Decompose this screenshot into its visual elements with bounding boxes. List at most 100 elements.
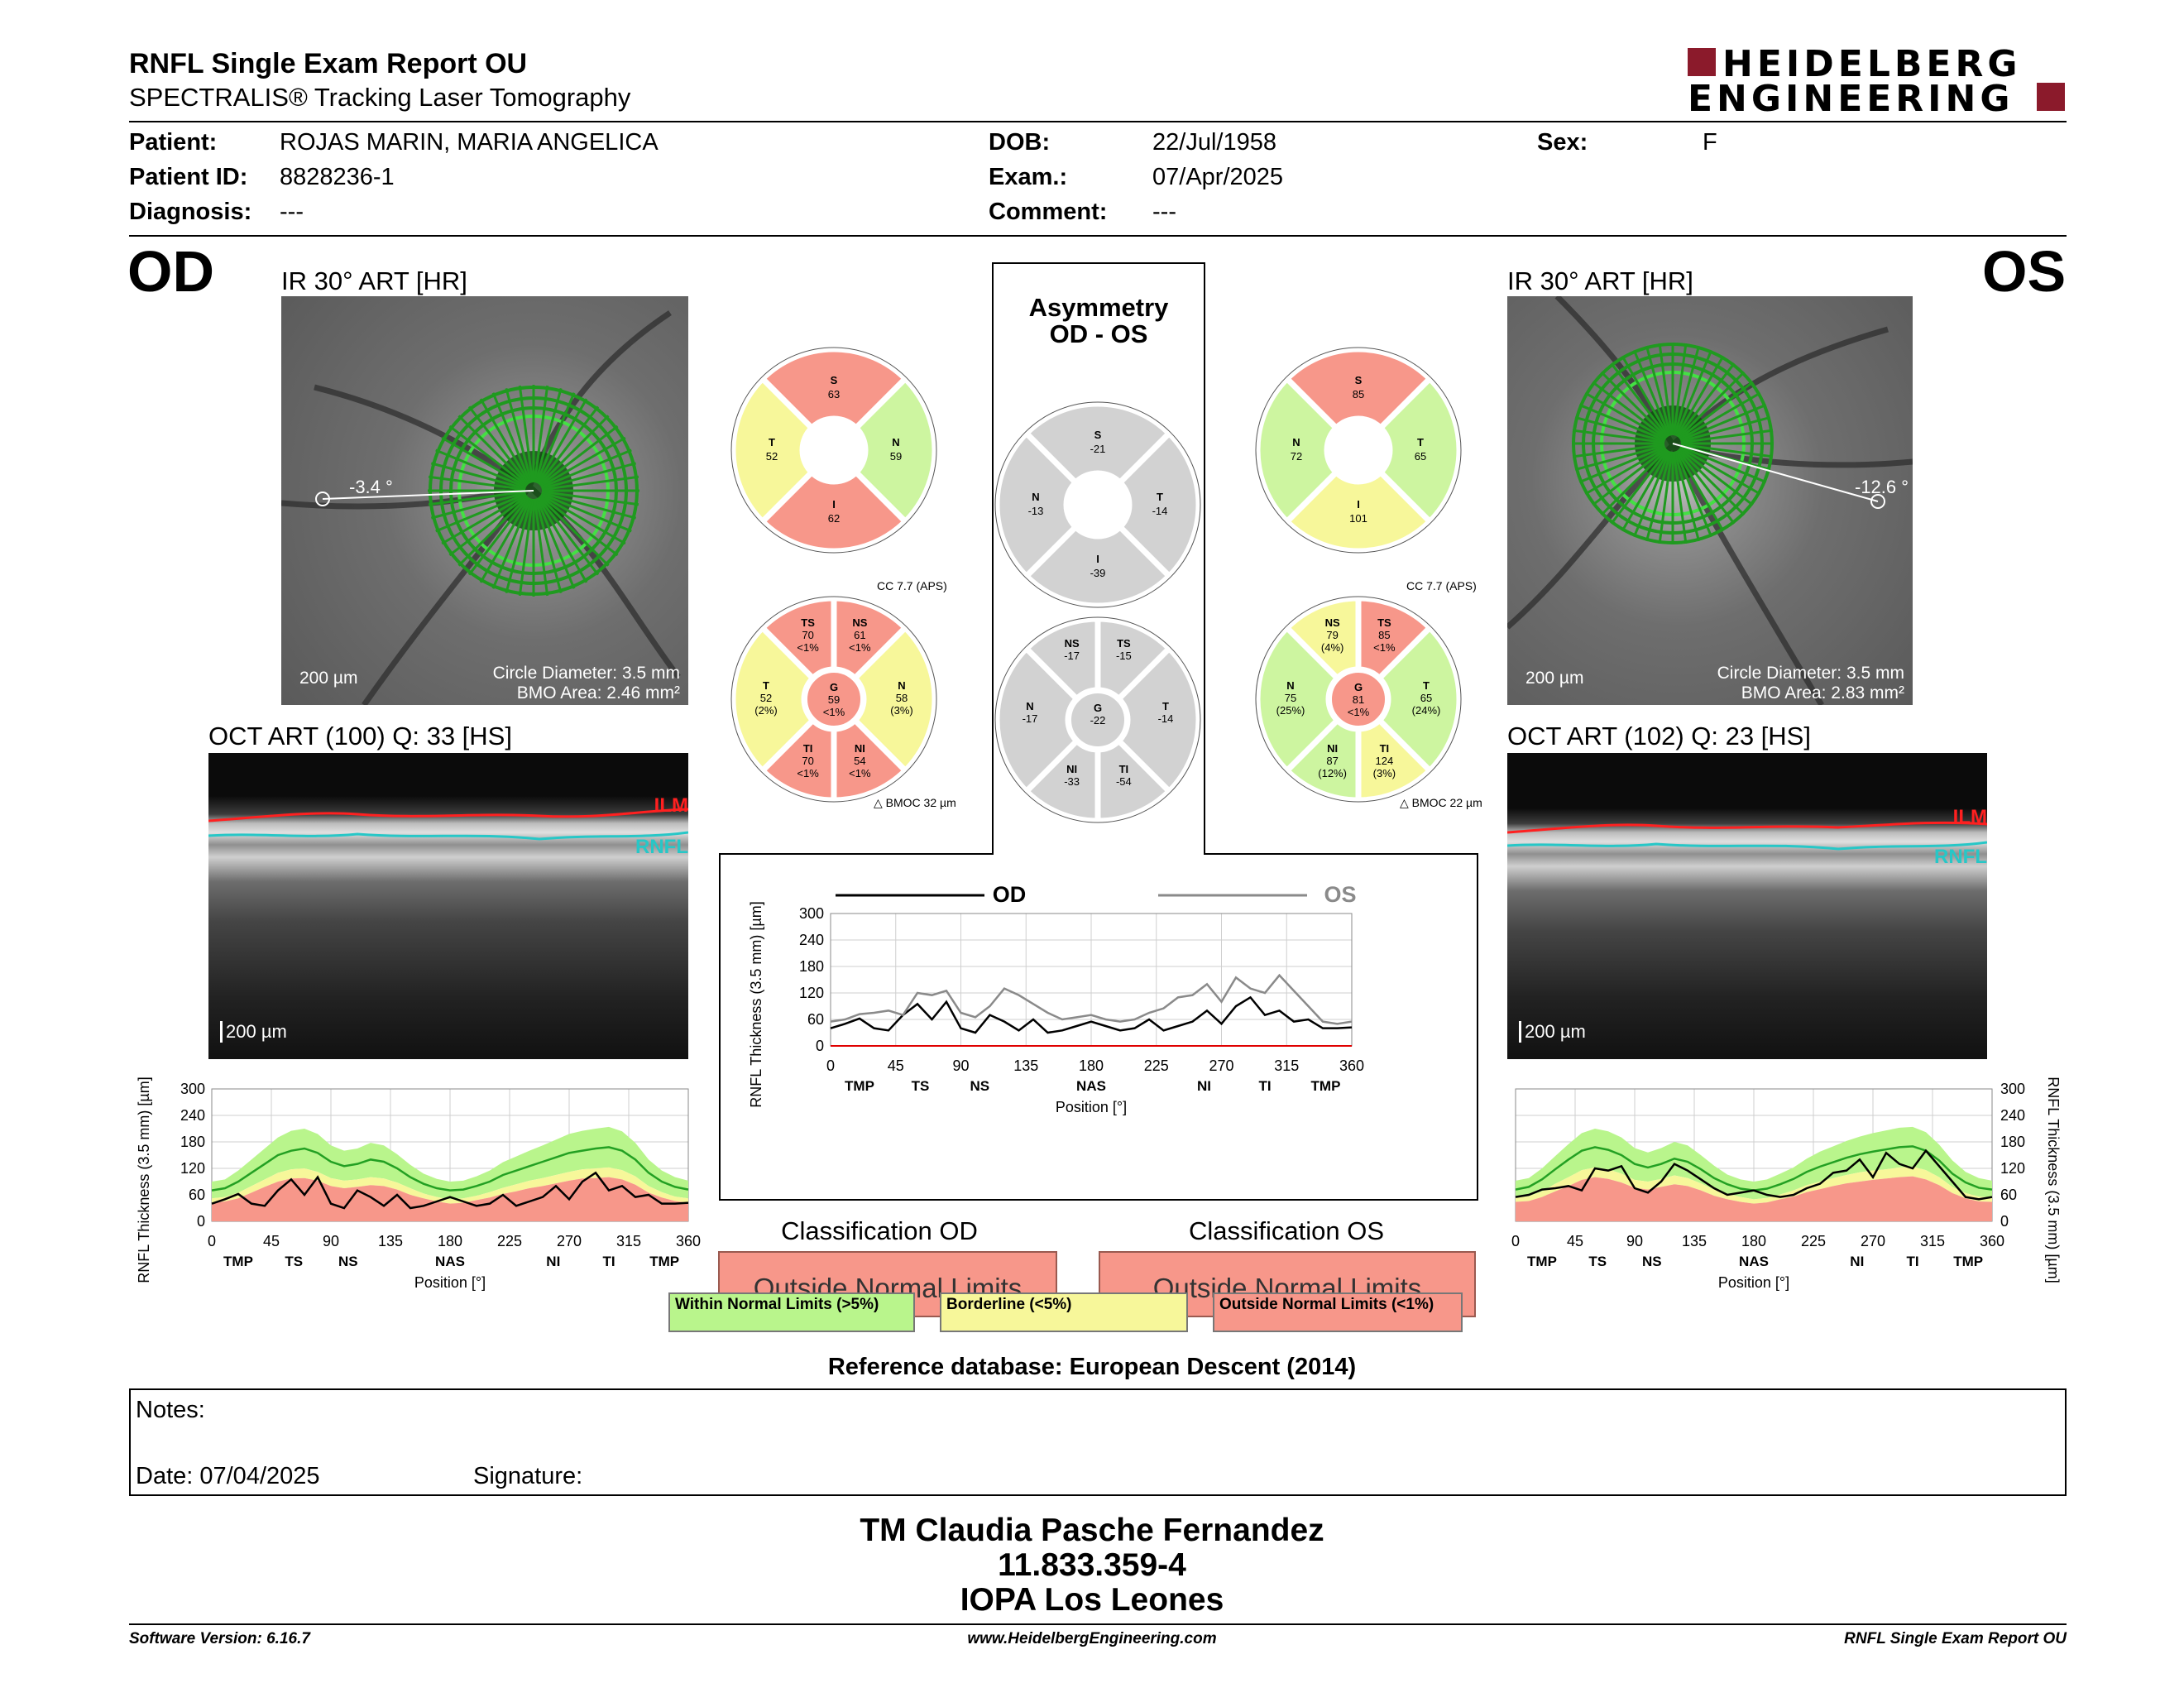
od4-sector-s-name: S xyxy=(831,374,838,386)
od6-sector-ns-value: 61 xyxy=(854,629,865,641)
os6-sector-ns-value: 79 xyxy=(1326,629,1338,641)
outside-band xyxy=(212,1177,688,1221)
report-title: RNFL Single Exam Report OU xyxy=(129,48,528,79)
os-oct-lines xyxy=(1507,821,1987,851)
normal-mean-line xyxy=(211,1146,689,1192)
od6-sector-ti-value: 70 xyxy=(802,755,813,767)
os4-sector-n xyxy=(1254,374,1341,526)
os6-sector-ni-pct: (12%) xyxy=(1318,767,1347,779)
patient-label: Patient: xyxy=(129,129,218,156)
os6-sector-ni-value: 87 xyxy=(1326,755,1338,767)
os-eye-label: OS xyxy=(1982,239,2067,304)
od-ir-title: IR 30° ART [HR] xyxy=(281,266,467,295)
sector-label-tmp: TMP xyxy=(1311,1078,1341,1094)
sector-label-ti: TI xyxy=(1906,1254,1918,1269)
os6-sector-ti-pct: (3%) xyxy=(1373,767,1396,779)
od-oct-image: ILM RNFL 200 µm xyxy=(208,753,688,1059)
os6-global-pct: <1% xyxy=(1348,706,1370,718)
legend-within-label: Within Normal Limits (>5%) xyxy=(675,1296,879,1313)
patient-rule xyxy=(129,235,2067,237)
website-link[interactable]: www.HeidelbergEngineering.com xyxy=(967,1630,1217,1647)
x-tick-label: 90 xyxy=(323,1233,339,1249)
diagnosis-value: --- xyxy=(280,199,304,225)
od4-sector-n-name: N xyxy=(892,436,899,448)
notes-box: Notes: Date: 07/04/2025 Signature: xyxy=(129,1388,2067,1496)
y-tick-label: 180 xyxy=(180,1134,205,1150)
os4-sector-s xyxy=(1282,346,1434,433)
os-fundus-overlay xyxy=(1507,296,1913,705)
asym4-sector-s-name: S xyxy=(1094,429,1102,441)
asym4-sector-s xyxy=(1022,400,1174,487)
y-axis-label: RNFL Thickness (3.5 mm) [µm] xyxy=(748,901,764,1107)
os4-sector-n-name: N xyxy=(1292,436,1300,448)
date-label: Date: 07/04/2025 xyxy=(136,1463,320,1489)
os6-sector-t-name: T xyxy=(1423,679,1430,692)
os6-sector-n-name: N xyxy=(1286,679,1294,692)
od-fundus-image: -3.4 ° 200 µm Circle Diameter: 3.5 mm BM… xyxy=(281,296,688,705)
os4-sector-n-value: 72 xyxy=(1291,450,1302,463)
os-cc-label: CC 7.7 (APS) xyxy=(1406,579,1477,592)
x-tick-label: 270 xyxy=(1209,1057,1233,1074)
x-tick-label: 90 xyxy=(952,1057,969,1074)
comment-value: --- xyxy=(1152,199,1176,225)
asym4-sector-s-value: -21 xyxy=(1090,443,1106,455)
asymmetry-title: Asymmetry xyxy=(1028,293,1169,322)
os-bmoc-label: △ BMOC 22 µm xyxy=(1400,796,1482,809)
os6-sector-n-pct: (25%) xyxy=(1276,704,1305,717)
x-axis-label: Position [°] xyxy=(414,1274,486,1291)
asym4-sector-t xyxy=(1115,429,1202,581)
dob-label: DOB: xyxy=(989,129,1051,156)
report-subtitle: SPECTRALIS® Tracking Laser Tomography xyxy=(129,83,631,112)
sex-label: Sex: xyxy=(1537,129,1588,156)
od4-sector-t-value: 52 xyxy=(766,450,778,463)
od-oct-title: OCT ART (100) Q: 33 [HS] xyxy=(208,722,512,750)
od4-sector-i-name: I xyxy=(832,498,836,511)
os6-sector-ns-pct: (4%) xyxy=(1321,641,1343,654)
od-fundus-overlay xyxy=(281,310,681,705)
sector-label-ni: NI xyxy=(1850,1254,1864,1269)
x-axis-label: Position [°] xyxy=(1718,1274,1789,1291)
os6-sector-n-value: 75 xyxy=(1285,692,1296,704)
asym6-global-name: G xyxy=(1094,702,1102,714)
os4-sector-t-name: T xyxy=(1417,436,1424,448)
logo-line1: HEIDELBERG xyxy=(1722,43,2022,85)
od6-sector-t-name: T xyxy=(763,679,769,692)
logo-line2: ENGINEERING xyxy=(1688,78,2014,120)
os-rnfl-label: RNFL xyxy=(1934,846,1987,868)
legend-outside: Outside Normal Limits (<1%) xyxy=(1213,1292,1463,1332)
os6-sector-ti-name: TI xyxy=(1380,742,1390,755)
asym4-sector-i xyxy=(1022,522,1174,609)
sector-label-ns: NS xyxy=(1642,1254,1662,1269)
od-angle: -3.4 ° xyxy=(349,477,393,497)
series-line-os xyxy=(1515,1149,1993,1201)
legend-within: Within Normal Limits (>5%) xyxy=(668,1292,915,1332)
sector-label-tmp: TMP xyxy=(223,1254,253,1269)
y-tick-label: 60 xyxy=(2000,1187,2017,1203)
legend-od-label: OD xyxy=(993,882,1027,907)
od6-sector-ns-name: NS xyxy=(852,616,867,629)
legend-os-label: OS xyxy=(1324,882,1356,907)
od-thickness-chart: 0 60 120 180 240 300 0 45 90 135 180 225 270 315 360 TM… xyxy=(136,1077,701,1291)
os6-global-value: 81 xyxy=(1353,693,1364,706)
os6-sector-ts-value: 85 xyxy=(1378,629,1390,641)
asym4-sector-t-value: -14 xyxy=(1152,505,1168,517)
sector-label-ts: TS xyxy=(1588,1254,1607,1269)
patient-id-value: 8828236-1 xyxy=(280,164,395,190)
od6-sector-t-value: 52 xyxy=(760,692,772,704)
y-tick-label: 0 xyxy=(2000,1213,2009,1230)
od4-sector-i xyxy=(758,468,910,554)
os-classification-title: Classification OS xyxy=(1188,1216,1385,1245)
normal-band xyxy=(212,1126,688,1200)
od-oct-scale: 200 µm xyxy=(220,1021,287,1043)
os4-sector-t-value: 65 xyxy=(1415,450,1426,463)
od-bmo-area: BMO Area: 2.46 mm² xyxy=(516,683,680,703)
od-eye-label: OD xyxy=(127,239,214,304)
footer-rule xyxy=(129,1623,2067,1625)
asym6-sector-ti-value: -54 xyxy=(1116,775,1132,788)
od6-sector-ti-pct: <1% xyxy=(797,767,819,779)
x-tick-label: 180 xyxy=(1741,1233,1766,1249)
series-line-od xyxy=(211,1171,689,1210)
os6-sector-global xyxy=(1329,669,1388,729)
asymmetry-chart: 0 60 120 180 240 300 0 45 90 135 180 225 270 315 360 TM… xyxy=(748,882,1364,1115)
od-bmoc-label: △ BMOC 32 µm xyxy=(874,796,956,809)
